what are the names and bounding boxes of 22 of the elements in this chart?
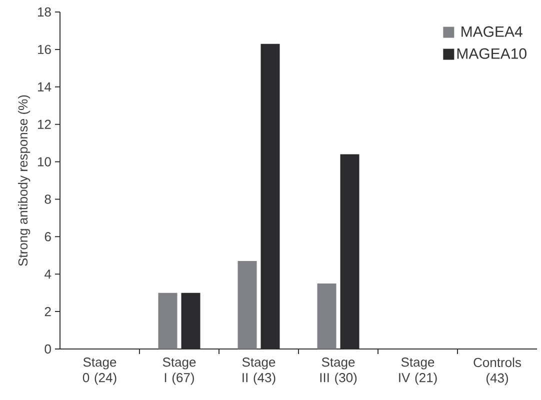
y-tick-label: 14 bbox=[38, 82, 52, 92]
x-tick-label: Stage III (30) bbox=[320, 358, 357, 385]
x-tick-label: Stage I (67) bbox=[162, 358, 196, 385]
y-tick-label: 8 bbox=[44, 194, 51, 204]
y-tick-label: 18 bbox=[38, 7, 51, 17]
x-tick-label: Controls (43) bbox=[474, 358, 521, 386]
x-tick-label: Stage IV (21) bbox=[399, 358, 437, 385]
y-tick-label: 12 bbox=[38, 120, 51, 129]
y-tick-label: 10 bbox=[38, 157, 51, 166]
y-tick-label: 2 bbox=[44, 307, 51, 316]
x-tick-label: Stage II (43) bbox=[242, 358, 276, 385]
y-tick-label: 16 bbox=[38, 44, 51, 54]
y-tick-label: 4 bbox=[44, 270, 52, 279]
y-tick-label: 0 bbox=[44, 344, 51, 354]
legend-label: MAGEA10 bbox=[457, 48, 526, 59]
x-tick-label: Stage 0 (24) bbox=[82, 358, 116, 385]
y-axis-title: Strong antibody response (%) bbox=[18, 95, 30, 266]
bar bbox=[158, 292, 178, 349]
bar bbox=[238, 261, 257, 349]
legend-label: MAGEA4 bbox=[462, 26, 522, 37]
y-tick-label: 6 bbox=[44, 232, 51, 242]
bar bbox=[317, 283, 336, 349]
